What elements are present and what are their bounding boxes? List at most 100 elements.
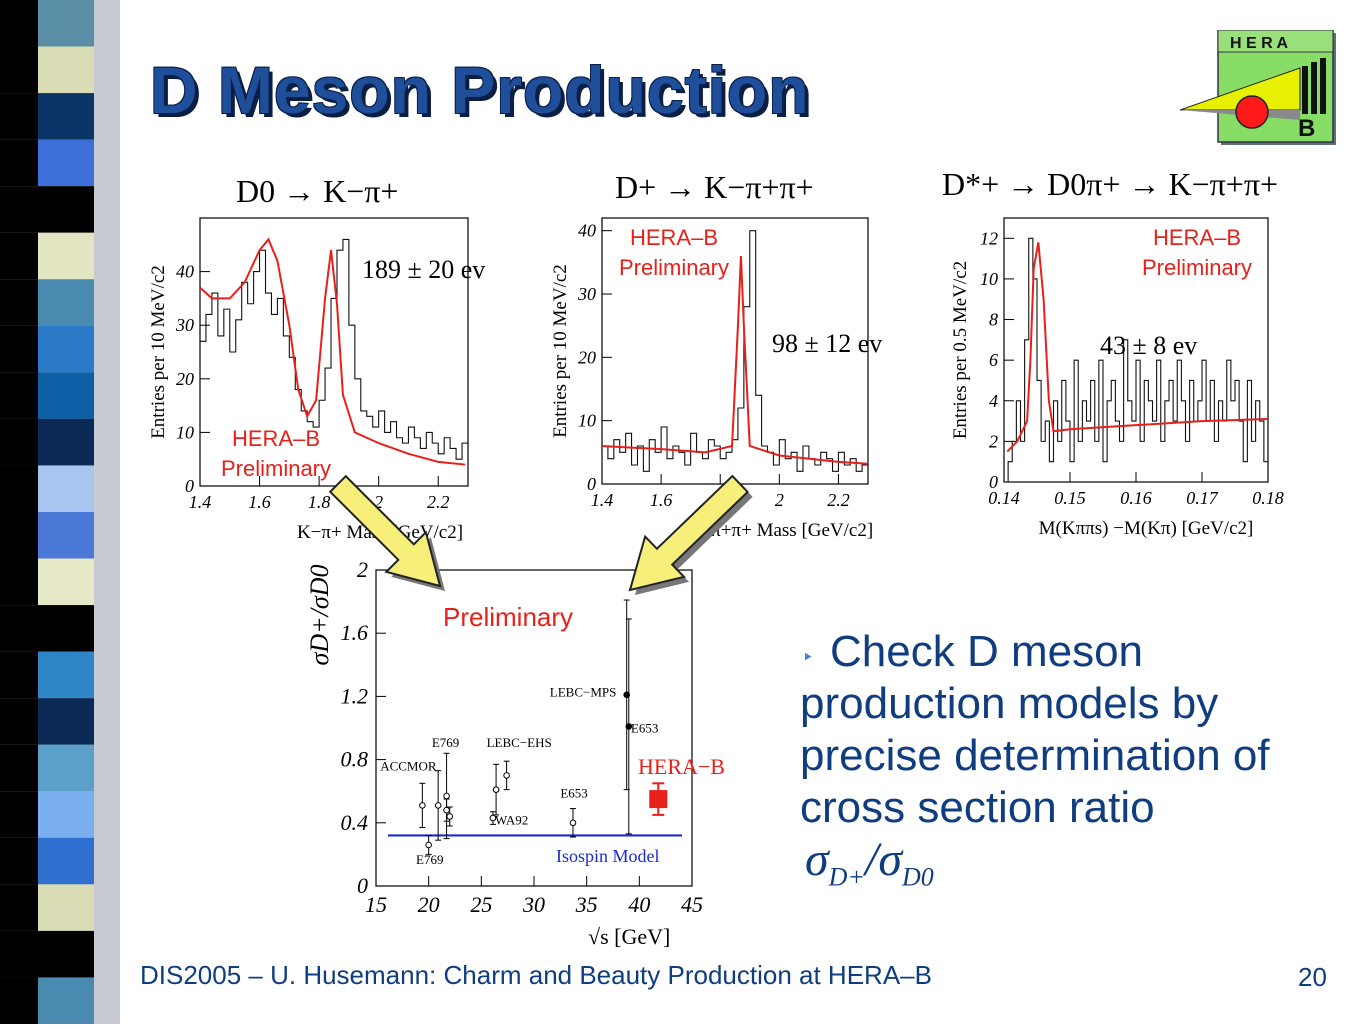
y-tick-label: 0 [989, 472, 998, 492]
y-tick-label: 8 [989, 310, 998, 330]
bullet-arrow-icon: ‣ [802, 647, 814, 669]
experiment-label: E769 [432, 735, 459, 750]
strip-block [38, 372, 94, 419]
strip-dark-block [0, 930, 38, 978]
y-tick-label: 6 [989, 350, 998, 370]
logo-letters: H E R A [1230, 35, 1289, 52]
preliminary-label-line2: Preliminary [619, 255, 729, 280]
x-tick-label: 1.4 [591, 490, 614, 510]
data-point [489, 814, 497, 822]
strip-dark-block [0, 465, 38, 512]
strip-block [38, 139, 94, 187]
x-tick-label: 20 [418, 892, 440, 917]
x-tick-label: 2.2 [427, 492, 450, 512]
y-tick-label: 20 [176, 369, 194, 389]
y-tick-label: 4 [989, 391, 998, 411]
page-number: 20 [1298, 962, 1327, 992]
herab-point [649, 790, 668, 809]
strip-block [38, 884, 94, 931]
strip-dark-block [0, 558, 38, 606]
x-axis-label: K−π+π+ Mass [GeV/c2] [687, 520, 873, 541]
data-point [425, 841, 432, 849]
strip-block [38, 279, 94, 326]
y-tick-label: 0 [587, 474, 596, 494]
strip-block [38, 651, 94, 699]
isospin-model-label: Isospin Model [556, 846, 660, 866]
y-axis-label: Entries per 10 MeV/c2 [550, 264, 571, 438]
x-tick-label: 45 [681, 892, 703, 917]
strip-block [38, 418, 94, 466]
strip-block [38, 512, 94, 559]
chart-title: D0 → K−π+ [236, 173, 398, 209]
hera-b-logo: H E R A B [1179, 29, 1340, 155]
experiment-label: E769 [416, 852, 443, 867]
strip-block [38, 791, 94, 838]
strip-dark-block [0, 791, 38, 838]
strip-dark-block [0, 46, 38, 94]
data-point [503, 772, 510, 779]
y-tick-label: 10 [176, 422, 194, 442]
fit-curve [1006, 242, 1269, 453]
footer-text: DIS2005 – U. Husemann: Charm and Beauty … [140, 960, 932, 990]
strip-dark-block [0, 605, 38, 652]
y-tick-label: 2 [989, 431, 998, 451]
histogram-chart: 1.4 1.6 1.8 2 2.2 0 10 20 30 40 D0 → K−π+ Entries p… [148, 173, 485, 543]
arrow-left [328, 474, 442, 588]
y-tick-label: 0 [185, 476, 194, 496]
strip-block [38, 698, 94, 745]
strip-graphic [0, 0, 120, 1024]
y-tick-label: 1.2 [341, 683, 369, 708]
strip-dark-block [0, 93, 38, 140]
fit-curve [601, 255, 869, 465]
bullet-text: Check D meson production models by preci… [800, 627, 1270, 832]
data-point [625, 723, 633, 730]
y-tick-label: 0.4 [341, 810, 369, 835]
x-tick-label: 0.18 [1252, 488, 1284, 508]
strip-dark-block [0, 651, 38, 699]
y-tick-label: 2 [357, 557, 368, 582]
y-tick-label: 10 [980, 269, 998, 289]
strip-block [38, 46, 94, 94]
strip-block [38, 0, 94, 47]
y-tick-label: 0 [357, 873, 368, 898]
data-point [443, 806, 450, 814]
strip-block [38, 465, 94, 512]
experiment-label: LEBC−EHS [487, 735, 552, 750]
strip-dark-block [0, 418, 38, 466]
strip-dark-block [0, 186, 38, 233]
bullet-item: ‣ Check D meson production models by pre… [800, 626, 1340, 834]
event-count-annotation: 98 ± 12 ev [772, 329, 882, 358]
experiment-label: ACCMOR [380, 759, 437, 774]
strip-block [38, 930, 94, 978]
x-tick-label: 0.16 [1120, 488, 1152, 508]
preliminary-label: Preliminary [443, 602, 573, 632]
x-tick-label: 2 [775, 490, 784, 510]
strip-block [38, 837, 94, 885]
x-tick-label: 25 [470, 892, 492, 917]
x-tick-label: 1.4 [189, 492, 212, 512]
data-point [446, 813, 454, 820]
slide-title: D Meson Production [150, 53, 810, 127]
y-axis-label: Entries per 10 MeV/c2 [148, 265, 169, 439]
experiment-label: WA92 [495, 812, 528, 827]
x-tick-label: 1.6 [248, 492, 271, 512]
strip-dark-block [0, 977, 38, 1024]
x-tick-label: 2 [374, 492, 383, 512]
preliminary-label-line2: Preliminary [1142, 255, 1252, 280]
chart-title: D+ → K−π+π+ [615, 169, 814, 205]
x-tick-label: 1.8 [308, 492, 331, 512]
formula-sigma: σ [805, 833, 829, 886]
preliminary-label-line1: HERA–B [1153, 225, 1241, 250]
event-count-annotation: 189 ± 20 ev [362, 255, 485, 284]
x-axis-label: √s [GeV] [588, 924, 670, 949]
formula-slash-sigma: /σ [865, 833, 903, 886]
chart-title: D*+ → D0π+ → K−π+π+ [942, 166, 1278, 202]
event-count-annotation: 43 ± 8 ev [1100, 331, 1197, 360]
data-point [434, 802, 442, 809]
herab-label: HERA−B [638, 754, 725, 779]
y-tick-label: 30 [175, 315, 194, 335]
strip-block [38, 232, 94, 280]
histogram-data [1004, 237, 1268, 483]
experiment-label: E653 [631, 721, 658, 736]
strip-dark-block [0, 0, 38, 47]
